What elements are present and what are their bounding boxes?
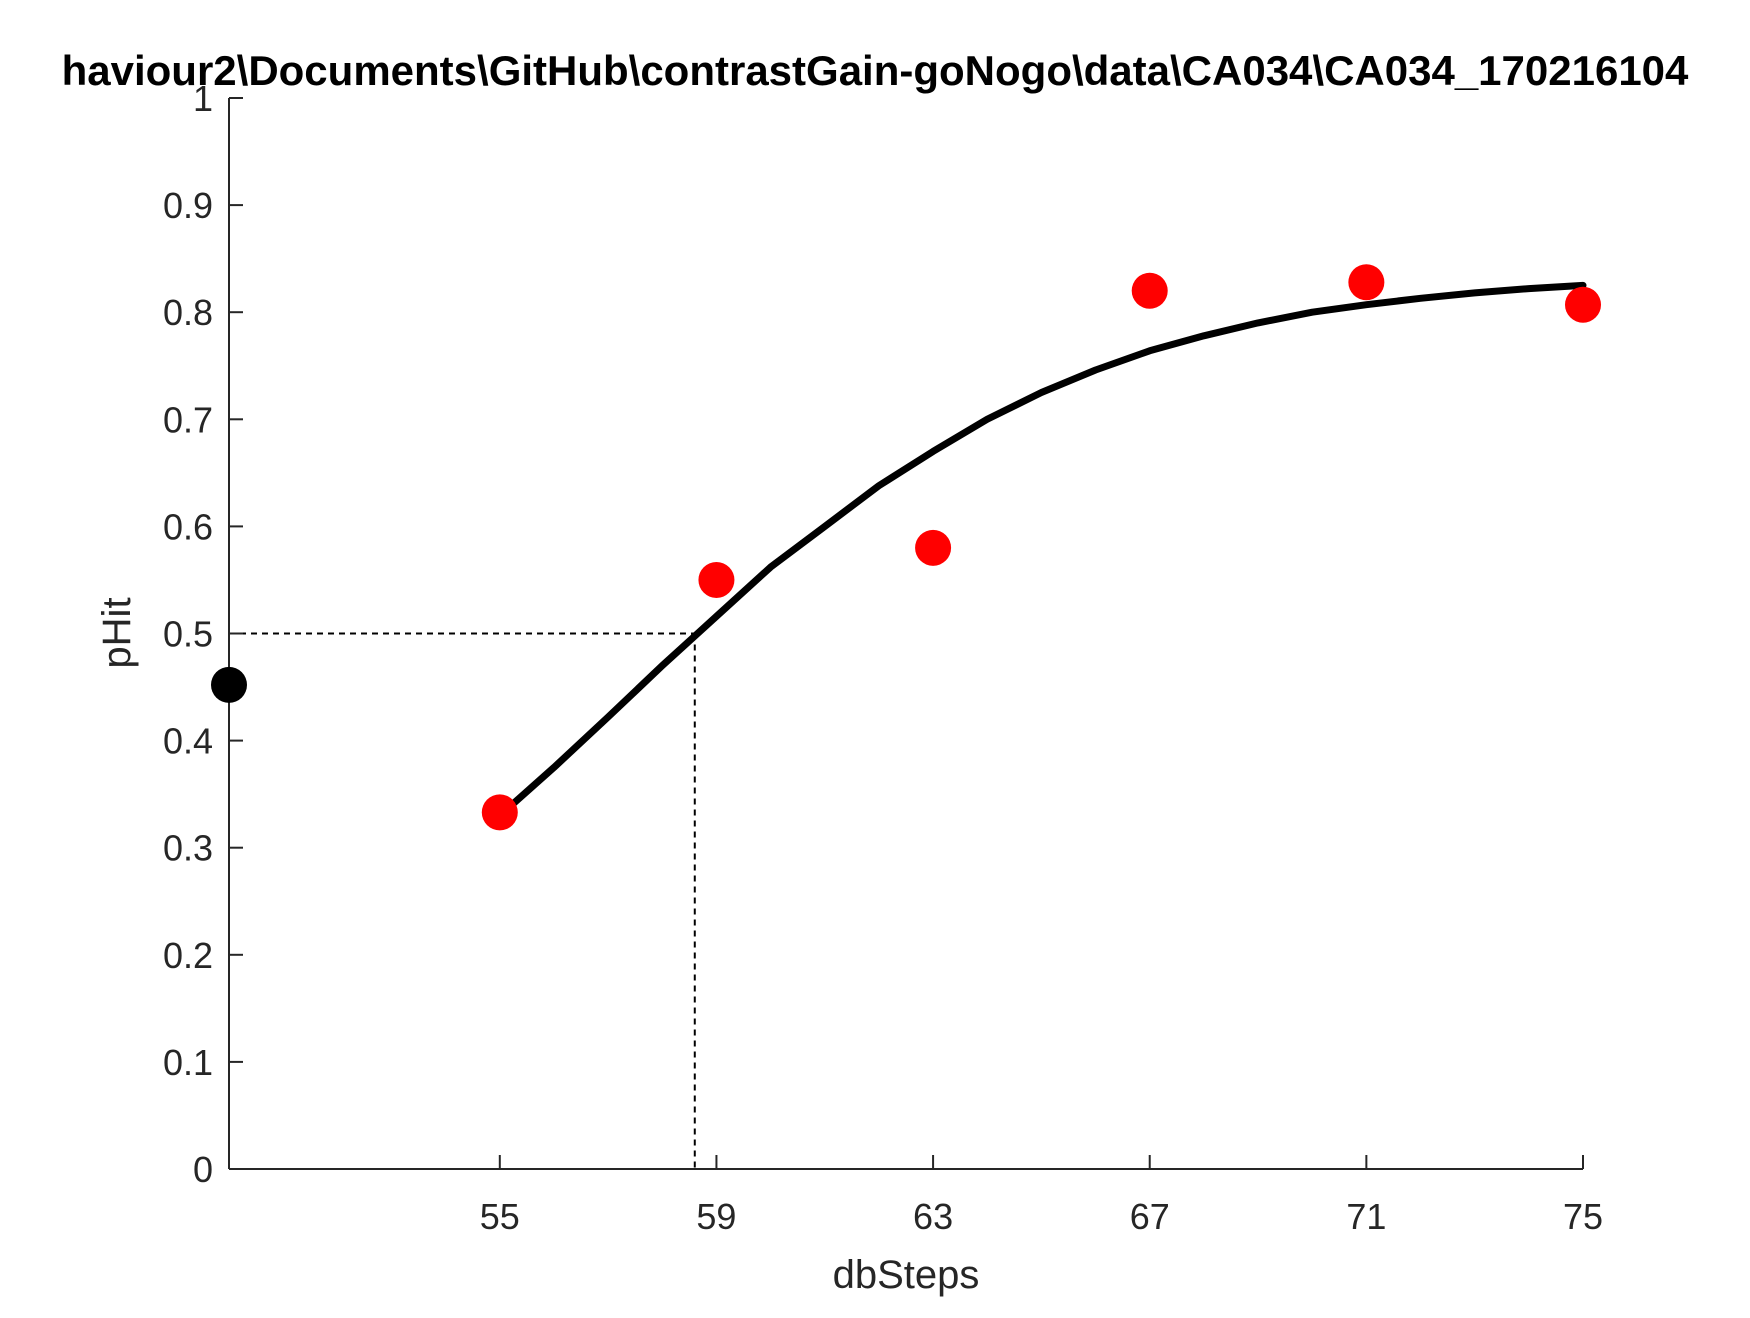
fit-curve-layer bbox=[496, 281, 1587, 820]
data-point bbox=[1565, 286, 1601, 323]
y-tick-label: 0.4 bbox=[163, 721, 213, 762]
x-tick-label: 75 bbox=[1563, 1196, 1603, 1237]
data-points-layer bbox=[211, 264, 1601, 831]
data-point bbox=[698, 561, 735, 598]
y-tick-label: 0.7 bbox=[163, 399, 213, 440]
baseline-point bbox=[211, 666, 247, 703]
fit-curve bbox=[496, 281, 1587, 820]
y-tick-label: 0.8 bbox=[163, 292, 213, 333]
y-tick-label: 0.9 bbox=[163, 185, 213, 226]
x-tick-label: 71 bbox=[1346, 1196, 1386, 1237]
data-point bbox=[481, 794, 518, 831]
x-axis-title: dbSteps bbox=[833, 1253, 980, 1297]
data-point bbox=[1131, 272, 1168, 309]
x-tick-label: 59 bbox=[696, 1196, 736, 1237]
data-point bbox=[915, 529, 952, 566]
x-tick-label: 55 bbox=[480, 1196, 520, 1237]
x-tick-label: 63 bbox=[913, 1196, 953, 1237]
x-tick-label: 67 bbox=[1130, 1196, 1170, 1237]
y-tick-label: 0.1 bbox=[163, 1042, 213, 1083]
y-tick-label: 1 bbox=[193, 78, 213, 119]
axes bbox=[228, 97, 1584, 1170]
y-tick-label: 0.5 bbox=[163, 614, 213, 655]
text-layer: haviour2\Documents\GitHub\contrastGain-g… bbox=[62, 47, 1689, 1297]
threshold-guides bbox=[229, 632, 696, 1169]
data-point bbox=[1348, 264, 1385, 301]
y-tick-label: 0.2 bbox=[163, 935, 213, 976]
chart-title: haviour2\Documents\GitHub\contrastGain-g… bbox=[62, 47, 1689, 94]
y-tick-label: 0.3 bbox=[163, 828, 213, 869]
y-axis-title: pHit bbox=[95, 597, 139, 668]
y-tick-label: 0.6 bbox=[163, 506, 213, 547]
y-tick-label: 0 bbox=[193, 1149, 213, 1190]
